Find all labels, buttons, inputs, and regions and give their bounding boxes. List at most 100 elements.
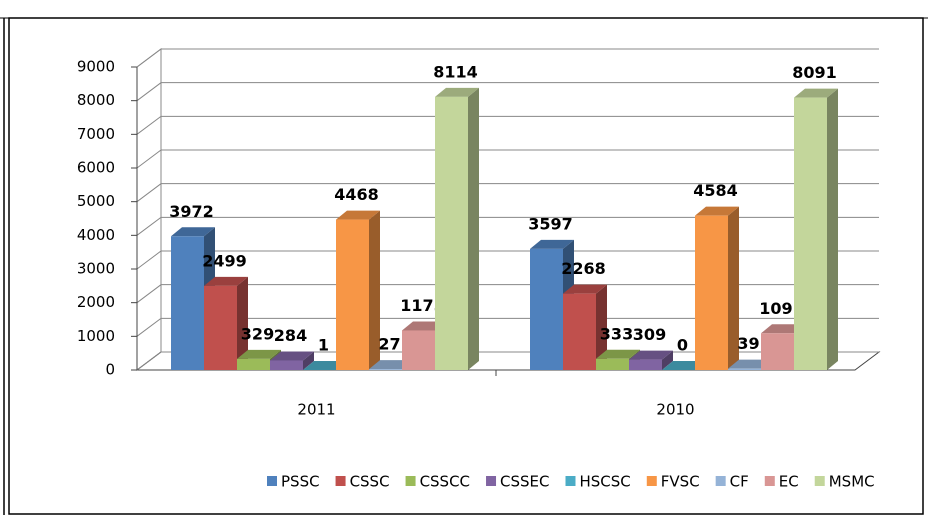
bar-top (204, 276, 248, 286)
y-tick-label: 9000 (77, 58, 115, 76)
value-label: 3597 (528, 214, 573, 233)
bar (794, 88, 838, 370)
value-label: 2499 (202, 251, 247, 270)
bar-front (728, 368, 761, 370)
grid-line (136, 284, 879, 304)
value-label: 2268 (561, 259, 606, 278)
bar-side (827, 88, 838, 370)
bar-top (530, 239, 574, 249)
grid-line (136, 216, 879, 236)
value-label: 3972 (169, 202, 214, 221)
legend-swatch (565, 476, 576, 486)
y-tick-label: 5000 (77, 192, 115, 210)
bar-side (468, 87, 479, 370)
bar (204, 276, 248, 370)
grid-line (136, 149, 879, 169)
y-tick-label: 2000 (77, 293, 115, 311)
bar (629, 350, 673, 370)
legend-label: CSSC (350, 473, 390, 491)
legend-swatch (267, 476, 277, 486)
bar-front (435, 96, 468, 370)
legend-label: CSSEC (500, 473, 549, 491)
y-tick-label: 1000 (77, 327, 115, 345)
y-tick-label: 3000 (77, 260, 115, 278)
bar-top (794, 88, 838, 98)
bar (270, 351, 314, 370)
legend-label: PSSC (281, 473, 320, 491)
legend-swatch (814, 476, 825, 486)
grid-line (136, 183, 879, 203)
bar-front (171, 236, 204, 370)
legend-label: CF (730, 473, 749, 491)
bar-top (435, 87, 479, 97)
grid-line (136, 250, 879, 270)
bar-front (402, 330, 435, 370)
bar-top (237, 349, 281, 359)
legend-label: FVSC (661, 473, 700, 491)
bar-front (794, 97, 827, 370)
value-label: 1 (318, 335, 329, 354)
side-wall (136, 48, 162, 371)
value-label: 27 (378, 335, 400, 354)
legend-label: MSMC (829, 473, 875, 491)
value-label: 8091 (792, 63, 837, 82)
legend-swatch (405, 476, 416, 486)
grid-line (136, 48, 879, 68)
bar-side (662, 350, 673, 370)
value-label: 39 (737, 334, 759, 353)
value-label: 284 (274, 326, 307, 345)
bar-front (336, 219, 369, 370)
y-tick-label: 0 (105, 361, 115, 379)
bar-front (237, 358, 270, 370)
x-tick-label: 2010 (656, 401, 694, 419)
bar (435, 87, 479, 370)
legend-swatch (715, 476, 726, 486)
bar-front (204, 285, 237, 370)
bar-top (596, 349, 640, 359)
bar (171, 227, 215, 370)
bar-front (369, 369, 402, 370)
y-tick-label: 8000 (77, 91, 115, 109)
value-label: 1091 (759, 299, 804, 318)
legend-swatch (646, 476, 657, 486)
value-label: 4468 (334, 185, 379, 204)
bar-side (369, 210, 380, 370)
bar-top (629, 350, 673, 360)
bar-top (270, 351, 314, 361)
legend-label: CSSCC (420, 473, 470, 491)
bar-top (171, 227, 215, 237)
bar-front (563, 293, 596, 370)
value-label: 8114 (433, 62, 478, 81)
value-label: 333 (600, 324, 633, 343)
bar-side (728, 206, 739, 370)
bar-side (303, 351, 314, 370)
bar-front (530, 248, 563, 370)
legend-label: HSCSC (580, 473, 631, 491)
legend-swatch (764, 476, 775, 486)
bar-front (596, 358, 629, 370)
value-label: 0 (677, 336, 688, 355)
y-tick-label: 6000 (77, 159, 115, 177)
value-label: 4584 (693, 181, 738, 200)
bar-front (629, 359, 662, 370)
bar (563, 284, 607, 370)
value-label: 1175 (400, 296, 445, 315)
legend-swatch (486, 476, 497, 486)
grid-line (136, 82, 879, 102)
bar-side (237, 276, 248, 370)
bar-top (336, 210, 380, 220)
bar (695, 206, 739, 370)
value-label: 329 (241, 324, 274, 343)
legend-swatch (335, 476, 346, 486)
bar-front (761, 333, 794, 370)
bar-top (563, 284, 607, 294)
y-tick-label: 7000 (77, 125, 115, 143)
legend-label: EC (779, 473, 799, 491)
value-label: 309 (633, 325, 666, 344)
y-tick-label: 4000 (77, 226, 115, 244)
grid-line (136, 317, 879, 337)
bar (336, 210, 380, 370)
grid-line (136, 115, 879, 135)
bar-front (270, 360, 303, 370)
